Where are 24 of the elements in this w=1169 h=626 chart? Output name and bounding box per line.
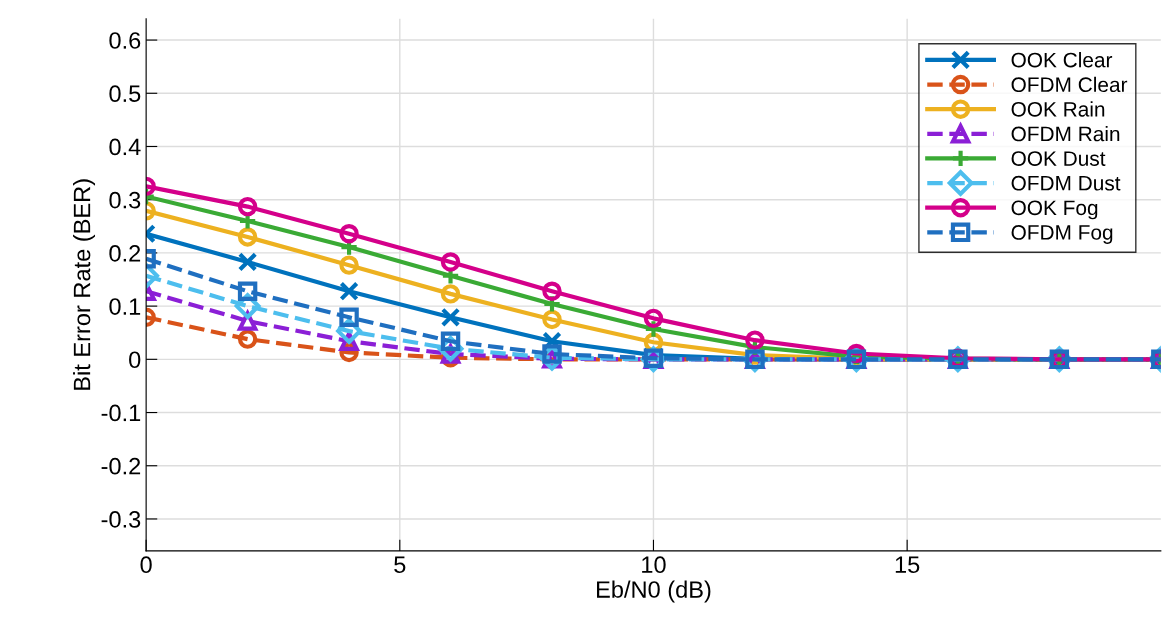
legend-label: OOK Rain bbox=[1011, 101, 1105, 117]
x-axis-title: Eb/N0 (dB) bbox=[597, 580, 711, 603]
legend-label: OFDM Fog bbox=[1011, 225, 1113, 244]
legend-label: OFDM Clear bbox=[1011, 76, 1128, 93]
y-tick-label: 0 bbox=[129, 351, 141, 369]
y-tick-label: 0.6 bbox=[109, 32, 141, 49]
x-tick-label: 5 bbox=[394, 556, 406, 574]
y-tick-label: 0.1 bbox=[109, 298, 141, 315]
y-tick-label: -0.2 bbox=[101, 457, 141, 475]
x-tick-label: 10 bbox=[642, 556, 666, 574]
y-tick-label: -0.1 bbox=[101, 404, 141, 422]
legend-label: OFDM Rain bbox=[1011, 126, 1120, 142]
y-tick-label: 0.2 bbox=[109, 244, 141, 262]
y-tick-label: 0.3 bbox=[109, 191, 141, 209]
legend-label: OOK Clear bbox=[1011, 52, 1113, 68]
x-tick-label: 15 bbox=[895, 556, 920, 574]
y-axis-title: Bit Error Rate (BER) bbox=[73, 179, 96, 390]
x-tick-label: 0 bbox=[140, 556, 152, 574]
y-tick-label: 0.4 bbox=[109, 138, 141, 156]
y-tick-label: -0.3 bbox=[101, 511, 141, 528]
legend-label: OOK Dust bbox=[1011, 151, 1106, 166]
legend-label: OOK Fog bbox=[1011, 200, 1098, 220]
legend-label: OFDM Dust bbox=[1011, 175, 1121, 191]
y-tick-label: 0.5 bbox=[109, 85, 141, 103]
